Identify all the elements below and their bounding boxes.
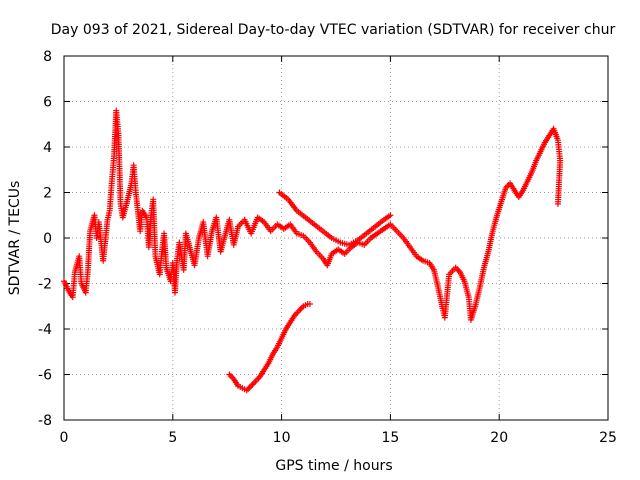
x-tick-label: 10	[273, 430, 291, 446]
x-tick-label: 20	[490, 430, 508, 446]
chart-title: Day 093 of 2021, Sidereal Day-to-day VTE…	[51, 22, 616, 38]
y-tick-label: 2	[43, 186, 52, 202]
x-tick-label: 25	[599, 430, 617, 446]
data-point	[306, 300, 313, 307]
x-tick-label: 5	[168, 430, 177, 446]
y-tick-label: -8	[38, 413, 52, 429]
x-tick-label: 0	[60, 430, 69, 446]
data-point	[554, 200, 561, 207]
data-points	[61, 107, 564, 394]
y-tick-label: -4	[38, 322, 52, 338]
y-tick-label: 4	[43, 140, 52, 156]
y-tick-label: 6	[43, 95, 52, 111]
y-tick-label: 0	[43, 231, 52, 247]
axis-ticks	[63, 55, 609, 421]
y-tick-label: 8	[43, 49, 52, 65]
x-axis-label: GPS time / hours	[275, 458, 392, 474]
y-tick-label: -6	[38, 368, 52, 384]
y-tick-label: -2	[38, 277, 52, 293]
y-axis-label: SDTVAR / TECUs	[7, 181, 23, 296]
data-point	[387, 212, 394, 219]
y-tick-labels: -8 -6 -4 -2 0 2 4 6 8	[38, 49, 52, 429]
x-tick-labels: 0 5 10 15 20 25	[60, 430, 617, 446]
x-tick-label: 15	[381, 430, 399, 446]
